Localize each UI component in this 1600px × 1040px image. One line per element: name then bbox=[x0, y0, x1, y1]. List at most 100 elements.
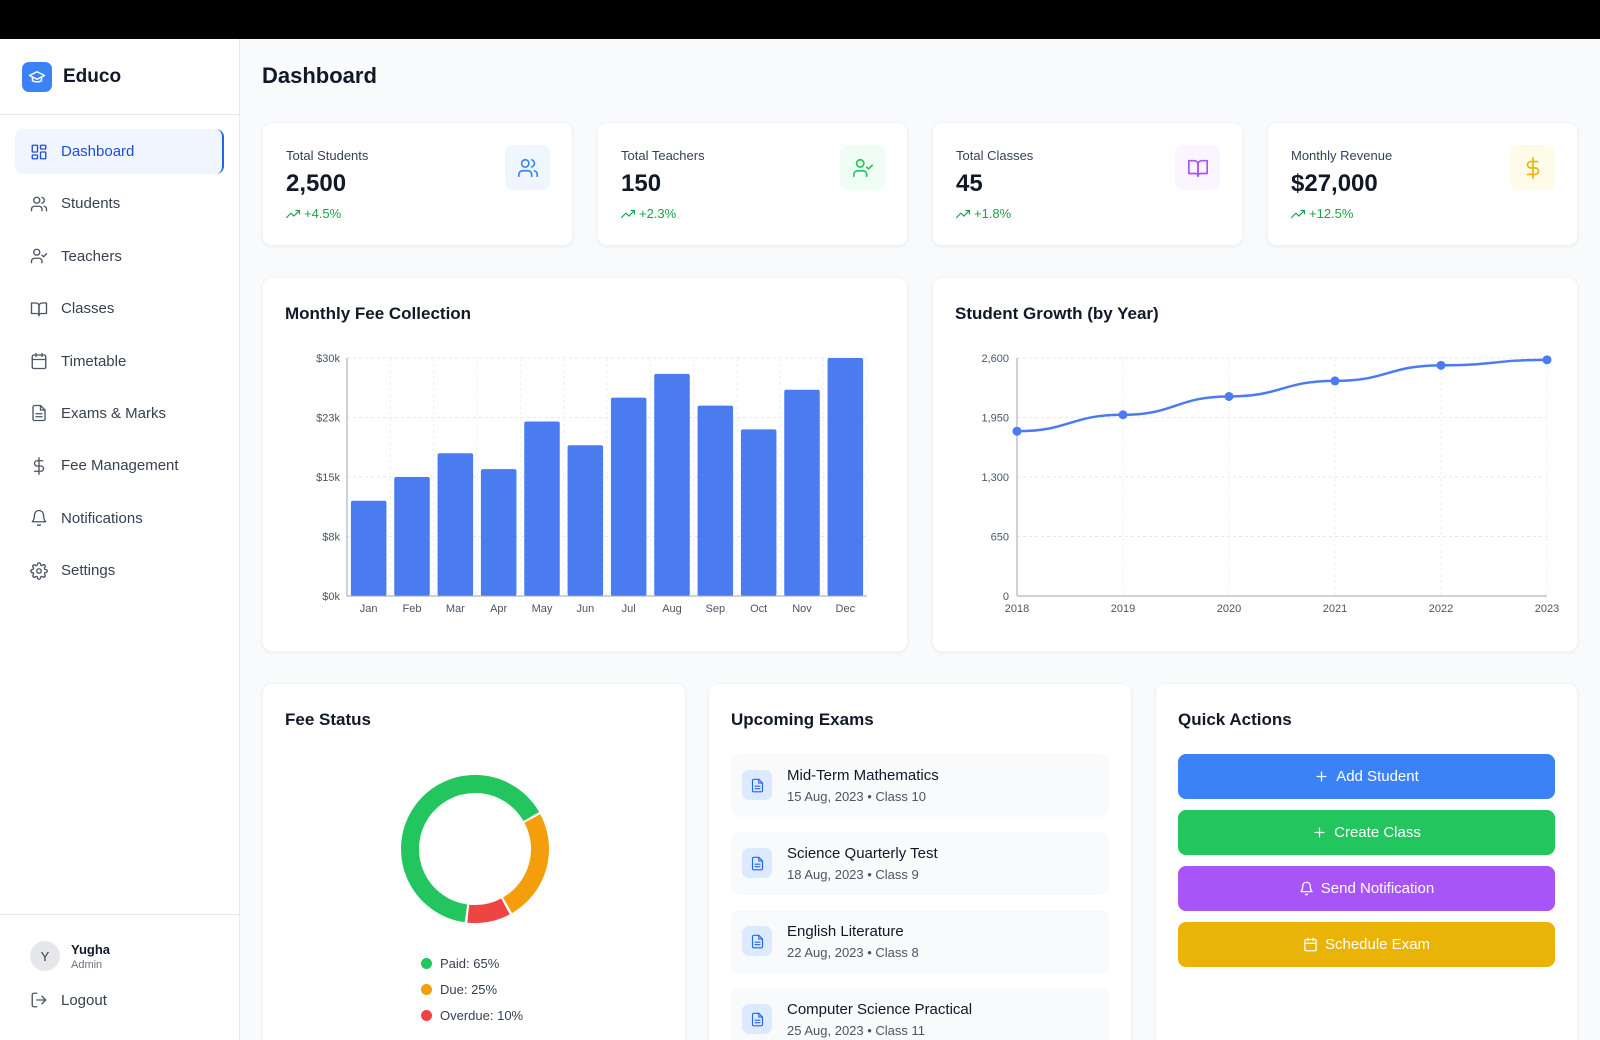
bar bbox=[654, 373, 690, 596]
bar bbox=[350, 500, 387, 596]
send-notification-button[interactable]: Send Notification bbox=[1178, 866, 1555, 911]
fee-collection-card: Monthly Fee Collection $0k $8k $15k $23k $30… bbox=[262, 277, 908, 652]
donut-slice bbox=[401, 775, 540, 923]
bar bbox=[610, 397, 647, 596]
y-tick-label: 2,600 bbox=[981, 353, 1009, 365]
window-top-bar bbox=[0, 0, 1600, 39]
fee-chart-title: Monthly Fee Collection bbox=[285, 304, 472, 323]
bar bbox=[567, 445, 604, 596]
schedule-exam-button[interactable]: Schedule Exam bbox=[1178, 922, 1555, 967]
legend-item-paid: Paid: 65% bbox=[421, 950, 523, 976]
x-tick-label: Mar bbox=[446, 603, 465, 615]
add-student-button[interactable]: Add Student bbox=[1178, 754, 1555, 799]
user-profile[interactable]: Y Yugha Admin bbox=[30, 941, 239, 971]
bar bbox=[394, 477, 430, 596]
sidebar-item-fee-management[interactable]: Fee Management bbox=[15, 443, 224, 488]
stat-label: Monthly Revenue bbox=[1291, 148, 1393, 163]
user-check-icon bbox=[852, 158, 873, 177]
sidebar-item-notifications[interactable]: Notifications bbox=[15, 496, 224, 541]
quick-actions-title: Quick Actions bbox=[1178, 710, 1292, 729]
legend-dot bbox=[421, 1009, 432, 1021]
y-tick-label: 1,950 bbox=[981, 413, 1009, 425]
x-tick-label: 2023 bbox=[1535, 603, 1559, 615]
logout-label: Logout bbox=[61, 991, 107, 1009]
bar bbox=[437, 453, 474, 596]
sidebar-item-label: Fee Management bbox=[61, 457, 179, 475]
book-icon bbox=[1187, 159, 1208, 177]
stat-change: +2.3% bbox=[621, 206, 676, 221]
create-class-button[interactable]: Create Class bbox=[1178, 810, 1555, 855]
exam-item[interactable]: Mid-Term Mathematics 15 Aug, 2023 • Clas… bbox=[731, 754, 1109, 817]
sidebar-item-label: Timetable bbox=[61, 352, 127, 370]
x-tick-label: Apr bbox=[490, 603, 507, 615]
stat-change: +4.5% bbox=[286, 206, 341, 221]
sidebar-item-teachers[interactable]: Teachers bbox=[15, 234, 224, 279]
y-tick-label: 650 bbox=[991, 532, 1009, 544]
user-check-icon bbox=[30, 248, 48, 264]
exam-item[interactable]: Science Quarterly Test 18 Aug, 2023 • Cl… bbox=[731, 832, 1109, 895]
legend-label: Overdue: 10% bbox=[440, 1007, 524, 1023]
bar bbox=[524, 421, 560, 596]
page-title: Dashboard bbox=[262, 63, 377, 88]
sidebar-item-exams[interactable]: Exams & Marks bbox=[15, 391, 224, 436]
x-tick-label: 2019 bbox=[1111, 603, 1135, 615]
brand[interactable]: Educo bbox=[0, 39, 239, 115]
sidebar-item-students[interactable]: Students bbox=[15, 181, 224, 226]
exam-item[interactable]: English Literature 22 Aug, 2023 • Class … bbox=[731, 910, 1109, 973]
stat-change: +12.5% bbox=[1291, 206, 1353, 221]
stat-value: $27,000 bbox=[1291, 170, 1378, 197]
sidebar-item-label: Exams & Marks bbox=[61, 404, 167, 422]
legend-label: Paid: 65% bbox=[440, 955, 500, 971]
exam-name: Mid-Term Mathematics bbox=[787, 767, 939, 784]
data-point bbox=[1542, 355, 1552, 365]
data-point bbox=[1118, 410, 1128, 420]
sidebar-item-label: Notifications bbox=[61, 509, 143, 527]
trending-up-icon bbox=[286, 209, 300, 218]
bar bbox=[784, 389, 820, 596]
button-label: Schedule Exam bbox=[1324, 936, 1431, 953]
fee-status-title: Fee Status bbox=[285, 710, 371, 729]
legend-dot bbox=[421, 983, 432, 995]
data-point bbox=[1436, 360, 1446, 370]
plus-icon bbox=[1314, 827, 1325, 838]
x-tick-label: Jul bbox=[622, 603, 636, 615]
x-tick-label: Feb bbox=[403, 603, 422, 615]
dollar-icon bbox=[33, 456, 45, 475]
calendar-icon bbox=[31, 352, 47, 370]
trending-up-icon bbox=[621, 209, 635, 218]
fee-collection-chart: $0k $8k $15k $23k $30k Jan Feb Mar Apr May Jun Jul A… bbox=[316, 353, 868, 615]
logout-icon bbox=[31, 992, 47, 1008]
series-line bbox=[1016, 358, 1548, 433]
x-tick-label: Dec bbox=[836, 603, 856, 615]
stat-card-revenue: Monthly Revenue $27,000 +12.5% bbox=[1267, 122, 1578, 246]
logout-button[interactable]: Logout bbox=[30, 991, 239, 1009]
sidebar-item-label: Teachers bbox=[61, 247, 122, 265]
x-tick-label: May bbox=[532, 603, 553, 615]
sidebar-item-dashboard[interactable]: Dashboard bbox=[15, 129, 224, 174]
stat-card-students: Total Students 2,500 +4.5% bbox=[262, 122, 573, 246]
donut-slice bbox=[502, 814, 549, 914]
button-label: Add Student bbox=[1336, 768, 1419, 785]
gear-icon bbox=[30, 561, 48, 580]
growth-chart-title: Student Growth (by Year) bbox=[955, 304, 1159, 323]
exam-name: Computer Science Practical bbox=[787, 1001, 973, 1018]
exam-name: Science Quarterly Test bbox=[787, 845, 938, 862]
book-icon bbox=[30, 301, 48, 317]
x-tick-label: 2020 bbox=[1217, 603, 1241, 615]
trending-up-icon bbox=[956, 209, 970, 218]
y-tick-label: $0k bbox=[322, 591, 340, 603]
fee-status-card: Fee Status Paid: 65% Due: 25% Overdue: 1… bbox=[262, 683, 686, 1040]
stat-change: +1.8% bbox=[956, 206, 1011, 221]
exam-item[interactable]: Computer Science Practical 25 Aug, 2023 … bbox=[731, 988, 1109, 1040]
document-icon bbox=[742, 848, 772, 878]
document-icon bbox=[742, 926, 772, 956]
bar bbox=[697, 405, 734, 596]
sidebar-item-timetable[interactable]: Timetable bbox=[15, 339, 224, 384]
sidebar-item-classes[interactable]: Classes bbox=[15, 286, 224, 331]
sidebar-item-label: Settings bbox=[61, 562, 116, 580]
trending-up-icon bbox=[1291, 209, 1305, 218]
graduation-cap-icon bbox=[22, 61, 52, 92]
sidebar-item-settings[interactable]: Settings bbox=[15, 548, 224, 593]
grid-icon bbox=[31, 144, 47, 159]
calendar-icon bbox=[1304, 937, 1317, 952]
